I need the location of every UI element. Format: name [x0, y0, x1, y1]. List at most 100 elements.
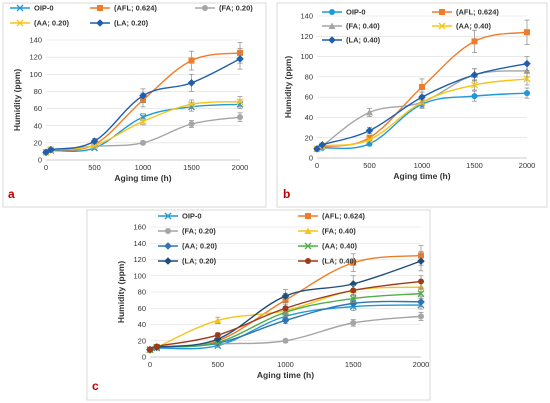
- chart-panel-c: 0 20 40 60 80 100 120 140 160 0 500 1000 1500 2000 Agi…: [86, 209, 431, 401]
- legend-item: (AFL; 0.624): [298, 212, 365, 221]
- series-(LA; 0.40): [313, 56, 531, 153]
- panel-label: b: [283, 187, 290, 201]
- legend-marker: [439, 9, 445, 15]
- legend-marker: [202, 5, 208, 11]
- x-tick-label: 2000: [413, 360, 430, 369]
- data-point: [419, 84, 425, 90]
- data-point: [418, 278, 424, 285]
- y-tick-label: 120: [300, 32, 313, 41]
- data-point: [139, 91, 147, 100]
- legend-label: (LA; 0.20): [182, 257, 217, 266]
- data-point: [237, 114, 243, 121]
- y-tick-label: 0: [142, 353, 146, 362]
- y-tick-label: 60: [305, 93, 313, 102]
- legend: OIP-0 (AFL; 0.624) (FA; 0.20) (FA; 0.40) (AA…: [158, 212, 365, 266]
- y-tick-label: 20: [34, 138, 42, 147]
- data-point: [188, 57, 195, 64]
- x-tick-label: 500: [211, 360, 224, 369]
- data-point: [366, 140, 373, 147]
- y-tick-label: 100: [29, 70, 42, 79]
- legend-label: OIP-0: [346, 8, 366, 17]
- legend-label: (AA; 0.20): [182, 242, 218, 251]
- y-axis-title: Humidity (ppm): [12, 69, 22, 131]
- legend-item: OIP-0: [10, 4, 54, 13]
- legend-item: OIP-0: [158, 212, 202, 221]
- data-point: [214, 316, 222, 324]
- legend-label: (AA; 0.20): [34, 19, 70, 28]
- data-point: [281, 316, 290, 325]
- x-tick-label: 0: [148, 360, 152, 369]
- legend-item: (FA; 0.40): [322, 22, 380, 31]
- data-point: [47, 145, 55, 154]
- y-tick-label: 120: [29, 53, 42, 62]
- y-tick-label: 0: [309, 154, 313, 163]
- y-tick-label: 40: [305, 113, 313, 122]
- data-point: [349, 295, 357, 302]
- y-tick-label: 80: [34, 87, 42, 96]
- legend-marker: [164, 212, 172, 220]
- y-tick-label: 160: [133, 223, 146, 232]
- y-tick-label: 100: [300, 52, 313, 61]
- legend-label: OIP-0: [34, 4, 54, 13]
- legend-marker: [328, 36, 336, 44]
- data-point: [417, 290, 425, 298]
- data-point: [188, 100, 195, 108]
- data-point: [318, 141, 327, 149]
- legend-label: (FA; 0.20): [182, 227, 216, 236]
- legend-label: (FA; 0.20): [219, 4, 253, 13]
- legend: OIP-0 (AFL; 0.624) (FA; 0.40) (AA; 0.40) (LA…: [322, 8, 499, 45]
- x-tick-label: 0: [315, 161, 319, 170]
- data-point: [153, 343, 160, 350]
- data-point: [523, 59, 531, 68]
- data-point: [524, 90, 530, 97]
- x-tick-label: 1500: [466, 161, 483, 170]
- data-point: [236, 98, 244, 106]
- data-point: [313, 145, 321, 153]
- y-tick-label: 40: [138, 320, 146, 329]
- data-point: [214, 332, 221, 339]
- legend-item: (AA; 0.20): [158, 242, 218, 251]
- data-point: [350, 259, 357, 266]
- data-point: [350, 287, 357, 294]
- legend-item: (AFL; 0.624): [90, 4, 157, 13]
- data-point: [281, 292, 290, 300]
- data-point: [418, 93, 426, 101]
- legend-item: (LA; 0.40): [298, 257, 357, 266]
- x-tick-label: 1500: [183, 163, 200, 172]
- legend-item: (LA; 0.20): [158, 257, 217, 266]
- legend-marker: [16, 19, 24, 27]
- legend-item: (FA; 0.20): [195, 4, 253, 13]
- legend-label: (LA; 0.40): [346, 36, 381, 45]
- data-point: [471, 81, 478, 89]
- legend-item: (AA; 0.20): [10, 19, 70, 28]
- legend-item: (AA; 0.40): [432, 22, 492, 31]
- data-point: [470, 71, 479, 79]
- data-point: [187, 79, 196, 87]
- legend-marker: [329, 9, 335, 15]
- data-point: [42, 148, 50, 157]
- legend-item: OIP-0: [322, 8, 366, 17]
- chart-panel-a: 0 20 40 60 80 100 120 140 0 500 1000 1500 2000 Aging …: [2, 2, 267, 208]
- data-point: [524, 29, 530, 36]
- data-point: [366, 136, 373, 144]
- panel-label: c: [92, 379, 99, 393]
- legend-item: (LA; 0.20): [90, 19, 149, 28]
- x-tick-label: 500: [363, 161, 376, 170]
- legend-label: (AFL; 0.624): [322, 212, 365, 221]
- y-tick-label: 60: [34, 104, 42, 113]
- data-point: [523, 75, 531, 83]
- legend-label: (LA; 0.20): [114, 19, 149, 28]
- data-point: [282, 337, 289, 344]
- y-tick-label: 140: [300, 12, 313, 21]
- y-axis-title: Humidity (ppm): [283, 56, 293, 118]
- x-axis-title: Aging time (h): [114, 173, 171, 183]
- y-tick-label: 80: [305, 72, 313, 81]
- data-point: [147, 346, 153, 353]
- x-tick-label: 1500: [345, 360, 362, 369]
- legend-marker: [16, 4, 24, 12]
- legend-label: (FA; 0.40): [322, 227, 356, 236]
- y-tick-label: 140: [29, 36, 42, 45]
- data-point: [350, 319, 357, 326]
- data-point: [90, 137, 99, 145]
